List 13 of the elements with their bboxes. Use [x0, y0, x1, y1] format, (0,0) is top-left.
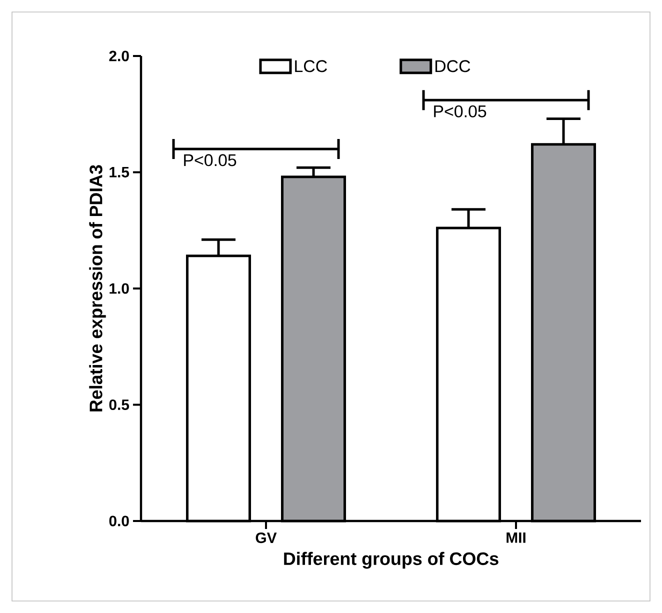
y-tick-label: 1.5 — [110, 167, 130, 178]
y-tick-label: 2.0 — [109, 50, 129, 62]
y-tick-label: 0.5 — [109, 399, 130, 410]
annotation: P<0.05 — [434, 105, 486, 118]
y-tick-label: 1.0 — [110, 283, 129, 294]
y-axis-title: Relative expression of PDIA3 — [89, 165, 106, 412]
y-tick-label: 0.0 — [109, 516, 129, 526]
legend-label: LCC — [295, 60, 327, 72]
x-axis-title: Different groups of COCs — [284, 552, 498, 569]
x-tick-label: MII — [506, 532, 526, 543]
x-tick-label: GV — [256, 532, 277, 544]
annotation: P<0.05 — [184, 154, 236, 166]
legend-label: DCC — [435, 60, 470, 72]
